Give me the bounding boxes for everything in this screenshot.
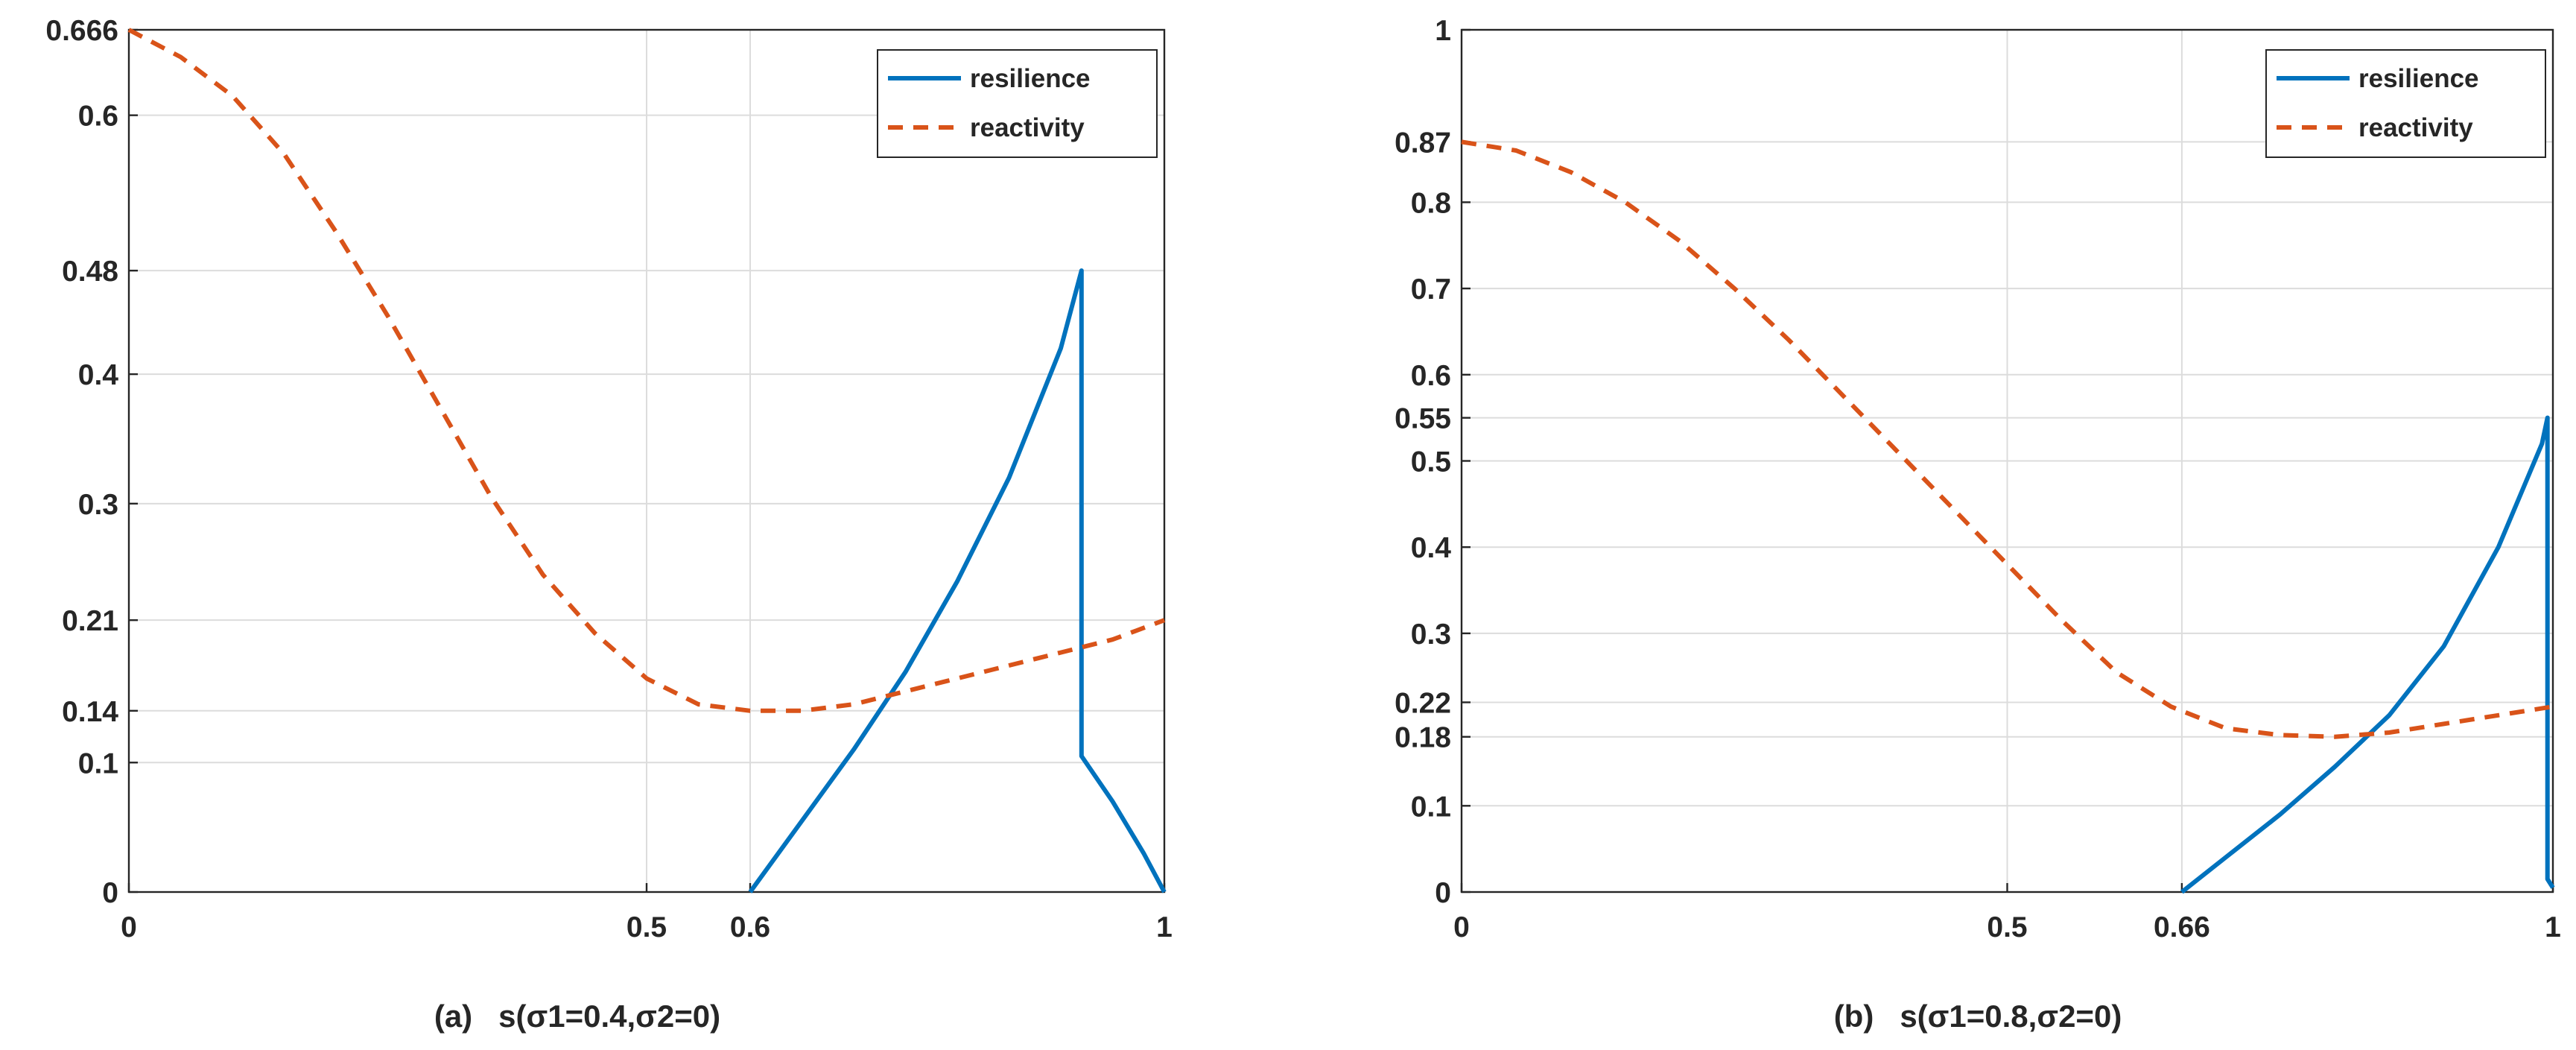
y-tick-label: 0.87 — [1395, 127, 1451, 159]
y-tick-label: 0.3 — [78, 489, 118, 521]
x-tick-label: 1 — [2545, 911, 2561, 943]
y-tick-label: 0.4 — [78, 359, 119, 391]
y-tick-label: 1 — [1435, 15, 1451, 47]
legend-box — [2265, 49, 2546, 158]
series-line-resilience — [748, 268, 1167, 894]
y-tick-label: 0.21 — [62, 605, 118, 637]
y-tick-label: 0 — [102, 877, 118, 909]
y-tick-label: 0.55 — [1395, 403, 1451, 435]
series-line-resilience — [2180, 415, 2555, 894]
y-tick-label: 0 — [1435, 877, 1451, 909]
y-tick-label: 0.4 — [1411, 532, 1452, 564]
y-tick-label: 0.6 — [1411, 360, 1451, 392]
panel-caption: (b) s(σ1=0.8,σ2=0) — [1834, 999, 2122, 1034]
y-tick-label: 0.22 — [1395, 687, 1451, 719]
y-tick-label: 0.18 — [1395, 722, 1451, 754]
x-tick-label: 1 — [1156, 911, 1173, 943]
x-tick-label: 0.6 — [730, 911, 770, 943]
legend: resilience reactivity — [2265, 49, 2546, 158]
chart-panel-2: 0 0.1 0.180.22 0.3 0.4 0.5 0.55 0.6 0.7 0.8 0.87 1 0… — [1395, 15, 2561, 1034]
y-tick-label: 0.1 — [78, 747, 118, 779]
y-tick-label: 0.5 — [1411, 446, 1451, 478]
x-tick-label: 0 — [1453, 911, 1470, 943]
axes-box — [127, 28, 1166, 894]
y-tick-label: 0.3 — [1411, 619, 1451, 651]
x-tick-label: 0 — [121, 911, 137, 943]
y-tick-label: 0.1 — [1411, 791, 1451, 823]
legend-label-reactivity: reactivity — [2358, 113, 2473, 142]
x-tick-label: 0.66 — [2154, 911, 2210, 943]
y-tick-label: 0.14 — [62, 696, 118, 728]
legend: resilience reactivity — [877, 49, 1158, 158]
legend-label-resilience: resilience — [970, 64, 1091, 93]
chart-panel-1: 0 0.1 0.14 0.21 0.3 0.4 0.48 0.6 0.666 0 0.5 0.6 1 re… — [45, 15, 1172, 1034]
panel-caption: (a) s(σ1=0.4,σ2=0) — [434, 999, 720, 1034]
series-line-reactivity — [1461, 139, 2554, 739]
y-tick-label: 0.48 — [62, 256, 118, 288]
y-tick-label: 0.8 — [1411, 187, 1451, 219]
legend-label-reactivity: reactivity — [970, 113, 1085, 142]
y-tick-label: 0.7 — [1411, 273, 1451, 306]
x-tick-label: 0.5 — [626, 911, 667, 943]
y-tick-label: 0.6 — [78, 101, 118, 133]
x-tick-label: 0.5 — [1987, 911, 2027, 943]
axes-box — [1460, 28, 2554, 894]
legend-label-resilience: resilience — [2358, 64, 2479, 93]
legend-box — [877, 49, 1158, 158]
series-line-reactivity — [127, 28, 1166, 713]
y-tick-label: 0.666 — [45, 15, 118, 47]
